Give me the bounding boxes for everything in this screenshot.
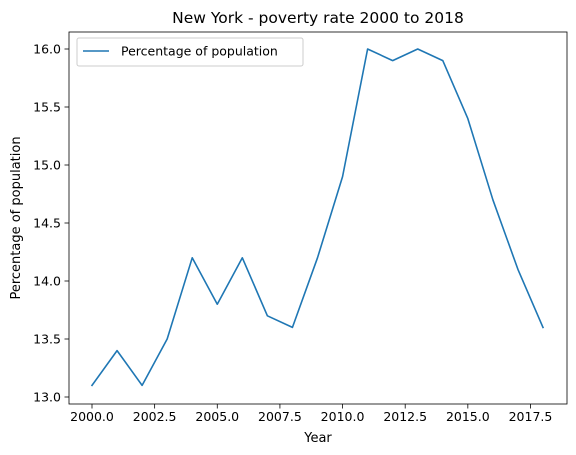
y-axis-label: Percentage of population: [9, 136, 24, 299]
x-axis-label: Year: [303, 431, 332, 446]
series-line: [90, 48, 545, 387]
plot-frame: [68, 31, 568, 405]
x-tick-label: 2007.5: [258, 409, 302, 424]
x-tick-label: 2010.0: [321, 409, 365, 424]
x-tick-label: 2000.0: [70, 409, 114, 424]
x-tick-label: 2012.5: [383, 409, 427, 424]
x-tick-label: 2005.0: [195, 409, 239, 424]
x-tick-label: 2002.5: [133, 409, 177, 424]
y-tick-label: 14.0: [33, 274, 61, 289]
y-tick-label: 13.0: [33, 390, 61, 405]
chart-title: New York - poverty rate 2000 to 2018: [172, 9, 464, 27]
x-tick-label: 2015.0: [446, 409, 490, 424]
legend: Percentage of population: [76, 37, 304, 67]
y-axis: 13.0 13.5 14.0 14.5 15.0 15.5 16.0: [33, 42, 69, 405]
legend-label: Percentage of population: [121, 44, 278, 59]
x-axis: 2000.0 2002.5 2005.0 2007.5 2010.0 2012.5 2015…: [70, 404, 552, 424]
y-tick-label: 15.0: [33, 158, 61, 173]
y-tick-label: 15.5: [33, 100, 61, 115]
y-tick-label: 16.0: [33, 42, 61, 57]
legend-box: [76, 37, 304, 67]
y-tick-label: 13.5: [33, 332, 61, 347]
series-layer: [90, 48, 545, 387]
x-tick-label: 2017.5: [509, 409, 553, 424]
plot-area: [69, 32, 567, 404]
y-tick-label: 14.5: [33, 216, 61, 231]
